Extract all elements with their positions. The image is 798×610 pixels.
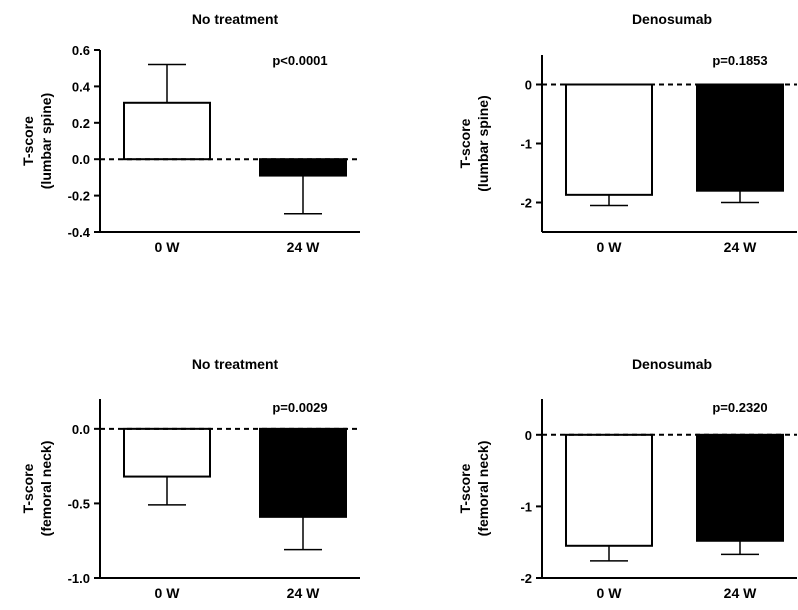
panel-1-category-label-2: 24 W bbox=[287, 239, 320, 255]
panel-4-bar-2 bbox=[696, 433, 784, 542]
panel-3-category-label-1: 0 W bbox=[155, 585, 181, 601]
panel-4-y-tick-label: 0 bbox=[525, 428, 532, 443]
panel-1-title: No treatment bbox=[192, 11, 279, 27]
panel-2-y-axis-label: T-score (lumbar spine) bbox=[457, 95, 491, 191]
panel-2-bar-2 bbox=[696, 83, 784, 192]
panel-4-y-axis-label-line-1: T-score bbox=[457, 463, 473, 513]
panel-3-y-tick-label: -1.0 bbox=[68, 571, 90, 586]
panel-1-category-label-1: 0 W bbox=[155, 239, 181, 255]
panel-1-y-tick-label: -0.2 bbox=[68, 189, 90, 204]
panel-4-p-value: p=0.2320 bbox=[712, 400, 767, 415]
panel-2-bar-1 bbox=[565, 83, 653, 196]
panel-4-y-axis-label-line-2: (femoral neck) bbox=[475, 441, 491, 537]
panel-1-y-tick-label: 0.2 bbox=[72, 116, 90, 131]
panel-3-y-tick-label: 0.0 bbox=[72, 422, 90, 437]
panel-1-y-axis-label-line-2: (lumbar spine) bbox=[38, 93, 54, 189]
panel-4-y-tick-label: -1 bbox=[520, 499, 532, 514]
panel-2-y-tick-label: -2 bbox=[520, 196, 532, 211]
panel-3-y-axis-label: T-score (femoral neck) bbox=[20, 441, 54, 537]
panel-2-y-tick-label: -1 bbox=[520, 137, 532, 152]
panel-3-bar-2 bbox=[259, 427, 347, 518]
panel-4-y-tick-label: -2 bbox=[520, 571, 532, 586]
panel-4-bar-1 bbox=[565, 433, 653, 547]
panel-2-category-label-1: 0 W bbox=[597, 239, 623, 255]
panel-2-y-axis-label-line-2: (lumbar spine) bbox=[475, 95, 491, 191]
panel-2-title: Denosumab bbox=[632, 11, 712, 27]
panel-3-bar-1 bbox=[123, 427, 211, 478]
panel-2-y-axis-label-line-1: T-score bbox=[457, 118, 473, 168]
panel-4-category-label-1: 0 W bbox=[597, 585, 623, 601]
panel-1-y-tick-label: 0.4 bbox=[72, 79, 91, 94]
panel-1-y-axis-label-line-1: T-score bbox=[20, 116, 36, 166]
panel-1-y-tick-label: 0.6 bbox=[72, 43, 90, 58]
panel-3-title: No treatment bbox=[192, 356, 279, 372]
panel-1-bar-1 bbox=[123, 101, 211, 161]
panel-1-bar-2 bbox=[259, 158, 347, 177]
panel-4-title: Denosumab bbox=[632, 356, 712, 372]
panel-4-y-axis-label: T-score (femoral neck) bbox=[457, 441, 491, 537]
panel-1-y-axis-label: T-score (lumbar spine) bbox=[20, 93, 54, 189]
panel-3-y-axis-label-line-1: T-score bbox=[20, 463, 36, 513]
panel-1-y-tick-label: -0.4 bbox=[68, 225, 91, 240]
panel-1-y-tick-label: 0.0 bbox=[72, 152, 90, 167]
panel-3-y-tick-label: -0.5 bbox=[68, 496, 90, 511]
panel-2-y-tick-label: 0 bbox=[525, 78, 532, 93]
panel-2-category-label-2: 24 W bbox=[724, 239, 757, 255]
panel-3-p-value: p=0.0029 bbox=[272, 400, 327, 415]
panel-3-y-axis-label-line-2: (femoral neck) bbox=[38, 441, 54, 537]
panel-2-p-value: p=0.1853 bbox=[712, 53, 767, 68]
panel-3-category-label-2: 24 W bbox=[287, 585, 320, 601]
panel-4-category-label-2: 24 W bbox=[724, 585, 757, 601]
panel-1-p-value: p<0.0001 bbox=[272, 53, 327, 68]
